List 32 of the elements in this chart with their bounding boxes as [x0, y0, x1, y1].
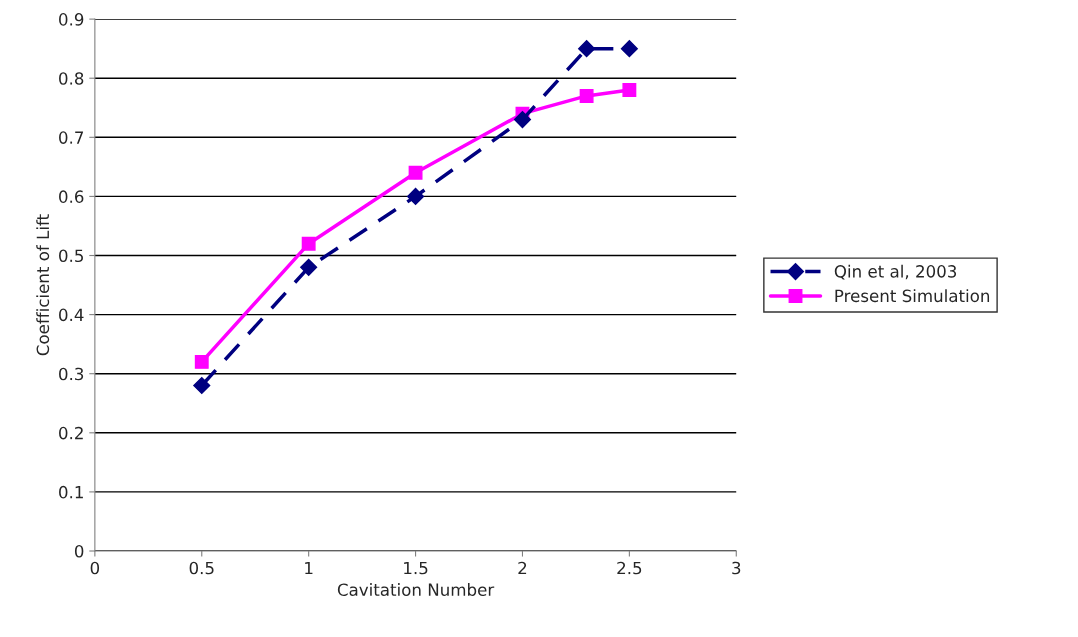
- y-tick-label: 0.9: [59, 13, 84, 26]
- point: [193, 376, 211, 395]
- y-tick-label: 0.2: [59, 426, 83, 440]
- y-tick-label: 0.3: [59, 367, 84, 381]
- y-tick-label: 0: [74, 544, 84, 558]
- point: [620, 40, 638, 58]
- x-tick-label: 0: [90, 561, 100, 575]
- x-axis-title: Cavitation Number: [337, 583, 495, 597]
- legend-label: Present Simulation: [835, 289, 990, 303]
- point: [300, 258, 318, 276]
- y-tick-label: 0.5: [59, 249, 83, 263]
- legend-label: Qin et al, 2003: [834, 264, 957, 280]
- point: [622, 83, 637, 97]
- y-axis-title: Coefficient of Lift: [36, 214, 50, 356]
- point: [513, 111, 532, 129]
- x-tick-label: 1.5: [404, 561, 428, 575]
- x-tick-label: 0.5: [189, 561, 214, 575]
- y-tick-label: 0.8: [59, 72, 84, 85]
- x-tick-label: 2: [518, 561, 527, 575]
- point: [407, 187, 425, 205]
- point: [194, 354, 209, 369]
- y-tick-label: 0.7: [59, 131, 84, 144]
- point: [301, 236, 316, 251]
- point: [579, 88, 594, 103]
- y-tick-label: 0.6: [59, 190, 84, 203]
- x-tick-label: 1: [305, 561, 313, 575]
- y-tick-label: 0.1: [59, 485, 83, 499]
- y-tick-label: 0.4: [59, 308, 84, 322]
- point: [408, 165, 423, 180]
- x-tick-label: 3: [732, 561, 741, 575]
- x-tick-label: 2.5: [617, 561, 642, 575]
- point: [578, 40, 596, 58]
